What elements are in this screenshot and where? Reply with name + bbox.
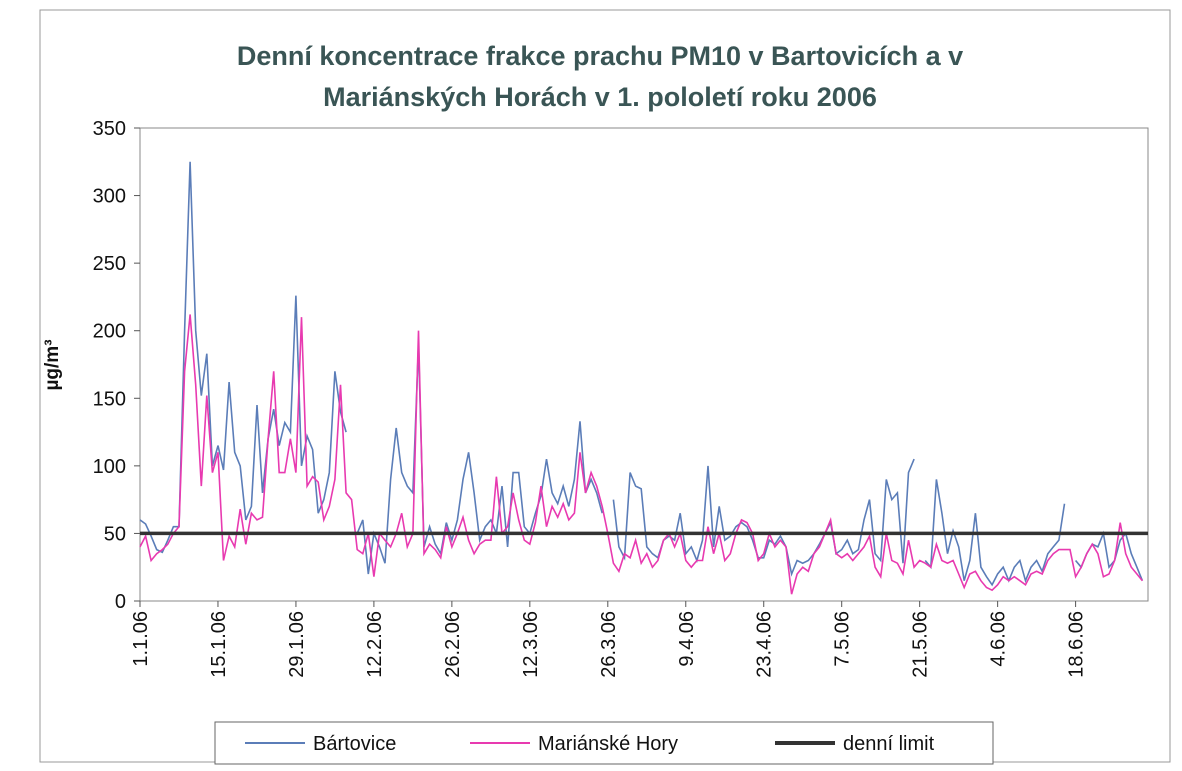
plot-area — [139, 127, 1149, 602]
x-tick-label: 12.2.06 — [364, 611, 386, 678]
x-tick-label: 4.6.06 — [988, 611, 1010, 667]
series-line — [924, 479, 1066, 587]
y-tick-label: 250 — [93, 253, 126, 275]
legend — [214, 721, 994, 765]
y-axis-title: µg/m³ — [42, 339, 63, 390]
series-line — [356, 344, 603, 575]
y-tick-label: 50 — [104, 523, 126, 545]
legend-label: Mariánské Hory — [538, 733, 678, 755]
legend-label: Bártovice — [313, 733, 396, 755]
chart-title: Denní koncentrace frakce prachu PM10 v B… — [237, 41, 963, 71]
series-line — [139, 314, 1144, 595]
x-tick-label: 1.1.06 — [130, 611, 152, 667]
y-tick-label: 100 — [93, 456, 126, 478]
x-tick-label: 23.4.06 — [754, 611, 776, 678]
y-tick-label: 300 — [93, 186, 126, 208]
x-tick-label: 15.1.06 — [208, 611, 230, 678]
x-tick-label: 29.1.06 — [286, 611, 308, 678]
y-tick-label: 200 — [93, 321, 126, 343]
series-line — [139, 161, 347, 554]
x-tick-label: 21.5.06 — [910, 611, 932, 678]
x-tick-label: 12.3.06 — [520, 611, 542, 678]
chart-title: Mariánských Horách v 1. pololetí roku 20… — [323, 82, 877, 112]
x-tick-label: 9.4.06 — [676, 611, 698, 667]
y-tick-label: 0 — [115, 591, 126, 613]
x-tick-label: 7.5.06 — [832, 611, 854, 667]
y-tick-label: 350 — [93, 118, 126, 140]
x-tick-label: 18.6.06 — [1066, 611, 1088, 678]
x-tick-label: 26.3.06 — [598, 611, 620, 678]
x-tick-label: 26.2.06 — [442, 611, 464, 678]
legend-label: denní limit — [843, 733, 935, 755]
y-tick-label: 150 — [93, 388, 126, 410]
